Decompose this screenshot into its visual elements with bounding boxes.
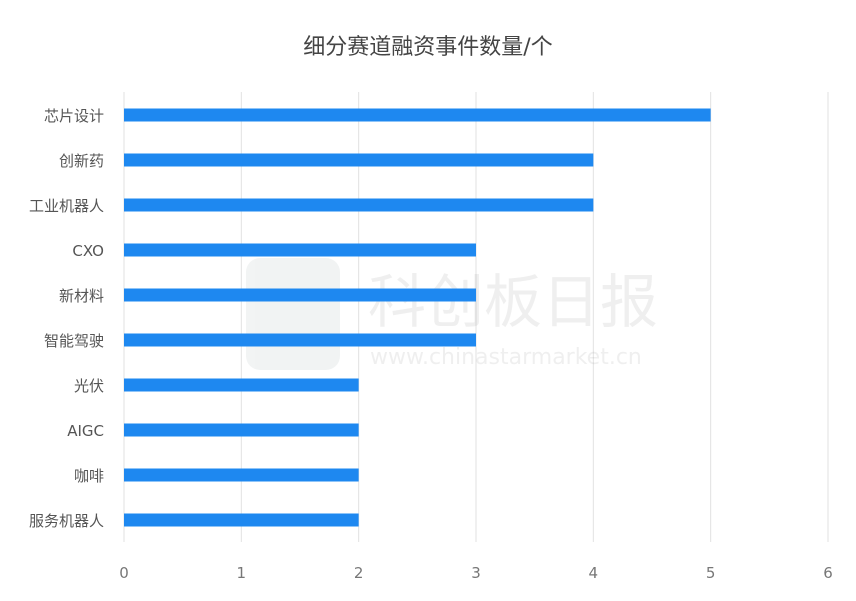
- category-label: AIGC: [67, 422, 104, 440]
- svg-text:www.chinastarmarket.cn: www.chinastarmarket.cn: [370, 345, 642, 370]
- category-label: 智能驾驶: [44, 332, 104, 350]
- bar: [124, 333, 476, 347]
- x-tick-label: 3: [471, 564, 481, 582]
- category-label: 工业机器人: [29, 197, 104, 215]
- bar: [124, 423, 359, 437]
- x-tick-label: 4: [589, 564, 599, 582]
- category-label: 服务机器人: [29, 512, 104, 530]
- gridlines: [123, 92, 829, 542]
- chart-title: 细分赛道融资事件数量/个: [303, 35, 552, 60]
- category-label: 咖啡: [74, 467, 104, 485]
- bar: [124, 468, 359, 482]
- svg-text:科创板日报: 科创板日报: [368, 268, 658, 336]
- category-label: 新材料: [59, 287, 104, 305]
- x-tick-label: 6: [823, 564, 833, 582]
- bar: [124, 108, 711, 122]
- category-label: 创新药: [59, 152, 104, 170]
- x-tick-label: 1: [237, 564, 247, 582]
- x-tick-label: 5: [706, 564, 716, 582]
- bar: [124, 513, 359, 527]
- x-tick-label: 0: [119, 564, 129, 582]
- bar: [124, 378, 359, 392]
- bar: [124, 153, 594, 167]
- bar: [124, 198, 594, 212]
- bars: [124, 108, 711, 527]
- category-label: 芯片设计: [44, 107, 104, 125]
- category-label: CXO: [72, 242, 104, 260]
- watermark-logo: 科创板日报 www.chinastarmarket.cn: [246, 258, 658, 370]
- x-tick-label: 2: [354, 564, 364, 582]
- bar: [124, 288, 476, 302]
- bar: [124, 243, 476, 257]
- category-label: 光伏: [74, 377, 104, 395]
- x-tick-labels: 0 1 2 3 4 5 6: [119, 564, 833, 582]
